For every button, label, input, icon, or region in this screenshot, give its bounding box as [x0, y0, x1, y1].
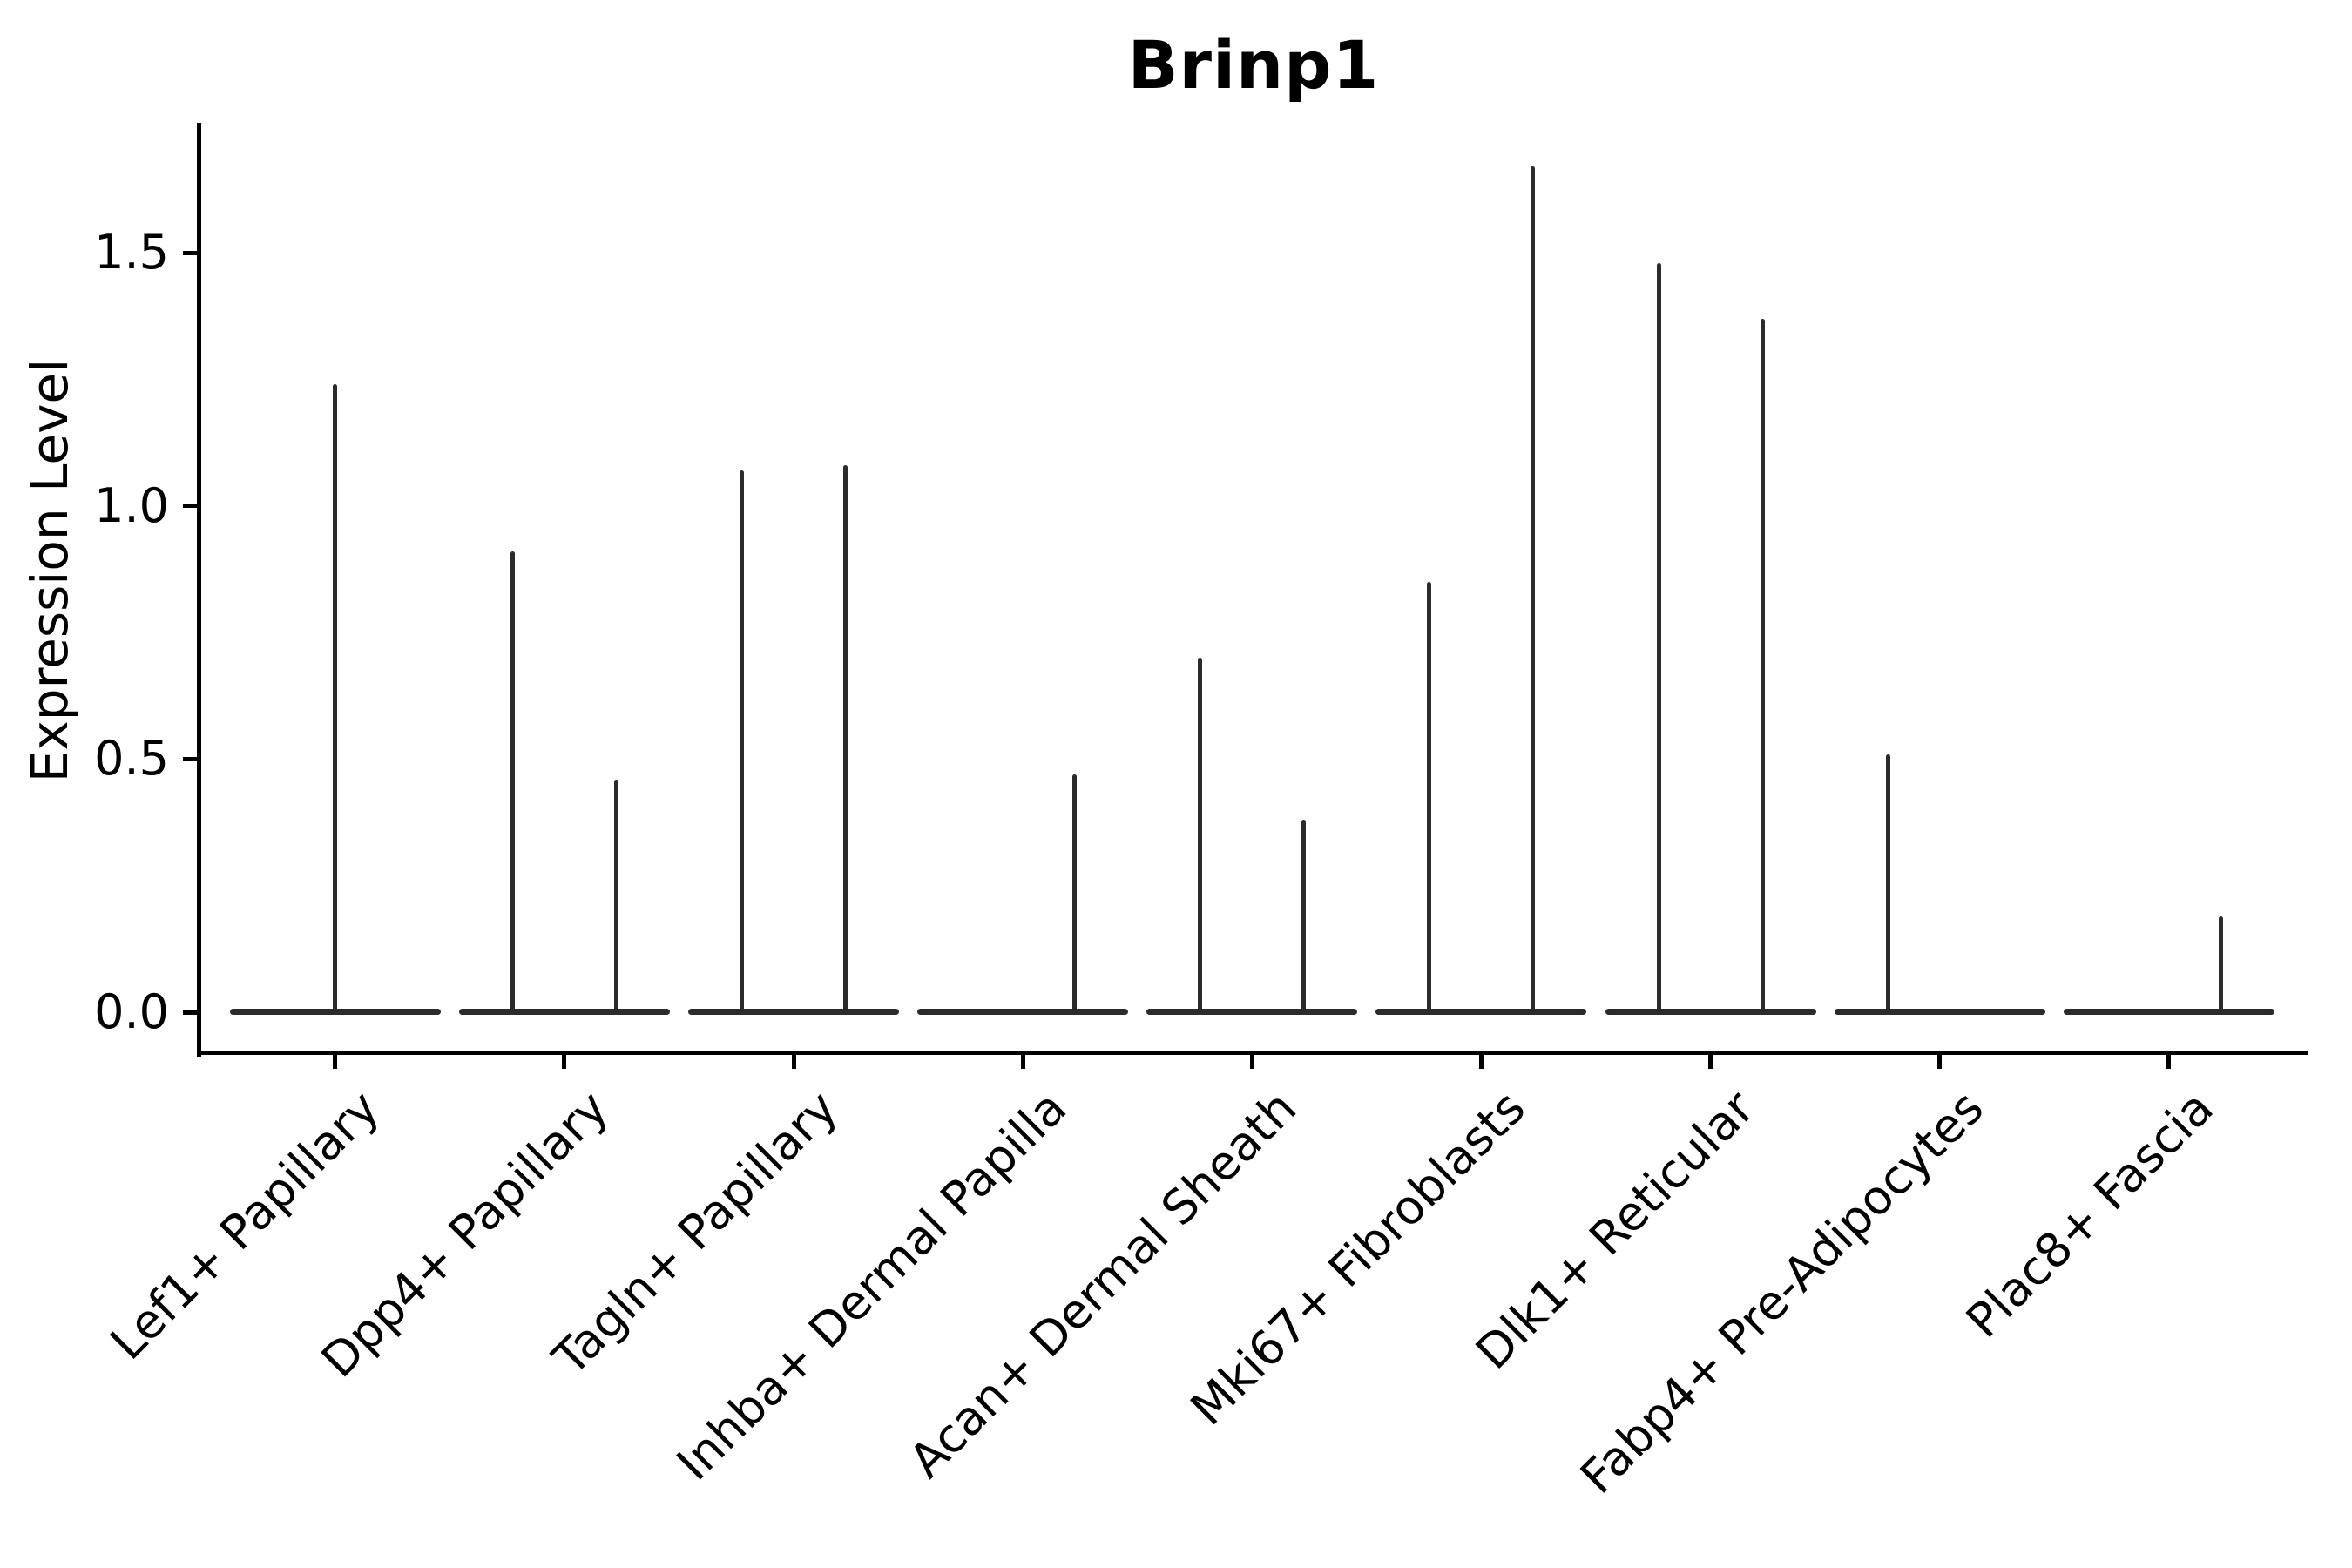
plot-title: Brinp1 — [1127, 26, 1380, 104]
y-tick-mark — [183, 756, 199, 761]
violin-spike — [740, 470, 744, 1012]
x-tick-label: Acan+ Dermal Sheath — [898, 1080, 1307, 1489]
x-tick-mark — [1020, 1052, 1025, 1069]
violin-baseline — [917, 1009, 1129, 1015]
y-axis-label: Expression Level — [20, 358, 79, 783]
violin-baseline — [458, 1009, 670, 1015]
violin-spike — [843, 465, 848, 1012]
violin-spike — [333, 384, 338, 1012]
y-tick-mark — [183, 504, 199, 509]
x-tick-mark — [2166, 1052, 2172, 1069]
y-tick-mark — [183, 1010, 199, 1015]
violin-baseline — [1834, 1009, 2045, 1015]
violin-spike — [1072, 774, 1078, 1012]
violin-baseline — [688, 1009, 899, 1015]
x-tick-mark — [791, 1052, 796, 1069]
violin-spike — [1531, 166, 1536, 1012]
violin-baseline — [2063, 1009, 2274, 1015]
violin-spike — [1885, 754, 1890, 1012]
violin-spike — [1301, 820, 1307, 1012]
y-tick-mark — [183, 250, 199, 255]
violin-baseline — [1375, 1009, 1587, 1015]
x-tick-label: Plac8+ Fascia — [1955, 1080, 2224, 1348]
x-tick-label: Fabp4+ Pre-Adipocytes — [1570, 1080, 1995, 1504]
y-tick-label: 0.5 — [94, 731, 169, 787]
y-tick-label: 1.5 — [94, 225, 169, 280]
x-tick-mark — [562, 1052, 567, 1069]
violin-spike — [1198, 658, 1203, 1012]
violin-spike — [1656, 262, 1661, 1012]
x-tick-mark — [1708, 1052, 1713, 1069]
y-tick-label: 1.0 — [94, 477, 169, 533]
violin-spike — [1427, 581, 1432, 1012]
violin-spike — [613, 779, 618, 1012]
x-tick-mark — [1937, 1052, 1943, 1069]
violin-baseline — [1146, 1009, 1358, 1015]
x-tick-label: Inhba+ Dermal Papilla — [666, 1080, 1078, 1491]
y-axis-spine — [197, 123, 201, 1057]
violin-spike — [2218, 916, 2223, 1012]
violin-baseline — [1605, 1009, 1816, 1015]
violin-spike — [1760, 318, 1765, 1012]
violin-spike — [510, 551, 515, 1012]
y-tick-label: 0.0 — [94, 984, 169, 1039]
x-tick-mark — [333, 1052, 338, 1069]
x-tick-mark — [1478, 1052, 1484, 1069]
x-tick-mark — [1249, 1052, 1254, 1069]
